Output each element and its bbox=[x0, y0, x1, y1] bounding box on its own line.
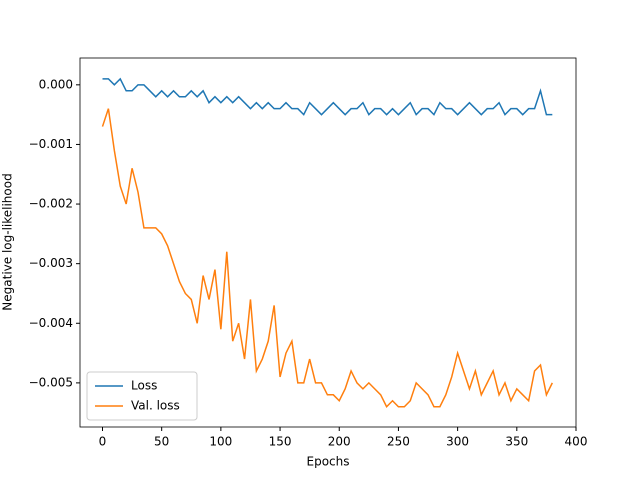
y-tick-label: −0.003 bbox=[29, 256, 73, 270]
x-axis-label: Epochs bbox=[307, 455, 350, 469]
x-tick-label: 150 bbox=[269, 435, 292, 449]
x-tick-label: 250 bbox=[387, 435, 410, 449]
legend-box bbox=[86, 371, 198, 421]
x-tick-label: 400 bbox=[565, 435, 588, 449]
x-tick-label: 300 bbox=[446, 435, 469, 449]
x-tick-label: 0 bbox=[99, 435, 107, 449]
x-tick-label: 350 bbox=[505, 435, 528, 449]
y-tick-label: −0.005 bbox=[29, 375, 73, 389]
legend-label: Loss bbox=[131, 379, 157, 393]
y-axis-label: Negative log-likelihood bbox=[1, 173, 15, 310]
legend-label: Val. loss bbox=[131, 399, 180, 413]
x-tick-label: 200 bbox=[328, 435, 351, 449]
y-tick-label: 0.000 bbox=[39, 77, 73, 91]
y-tick-label: −0.004 bbox=[29, 316, 73, 330]
y-tick-label: −0.001 bbox=[29, 137, 73, 151]
plot-frame bbox=[79, 57, 577, 428]
series-line bbox=[102, 77, 553, 116]
x-tick-label: 50 bbox=[154, 435, 169, 449]
x-tick-label: 100 bbox=[209, 435, 232, 449]
y-tick-label: −0.002 bbox=[29, 197, 73, 211]
series-line bbox=[101, 108, 553, 409]
